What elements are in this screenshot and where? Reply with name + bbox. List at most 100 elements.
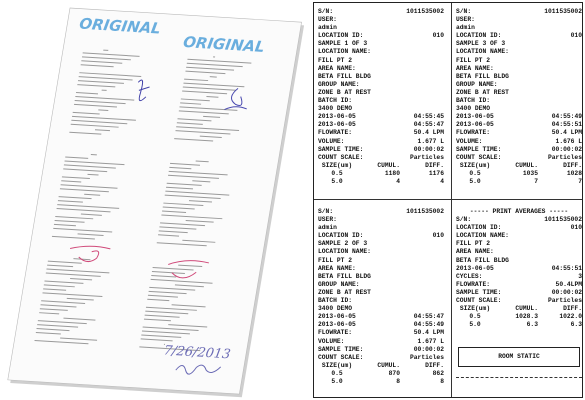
print-line [64,160,125,166]
ticket-text: 5.0 [331,377,343,385]
ticket-text: USER: [456,16,475,24]
print-line [180,98,210,102]
divider [451,3,452,397]
ticket-line: 2013-06-05 04:55:51 [456,265,582,273]
ticket-line: 3400 DEMO [456,105,582,113]
print-line [70,123,119,128]
ticket-text: SAMPLE 3 OF 3 [456,40,506,48]
print-line [161,214,223,220]
ticket-text: 8 [396,377,400,385]
ticket-text: 50.4 LPM [551,129,582,137]
print-line [58,196,92,200]
print-line [71,115,137,121]
ticket-text: 7 [534,177,538,185]
ticket-text: Particles [409,353,444,361]
ticket-line: COUNT SCALE: Particles [318,154,444,162]
ticket-text: FLOWRATE: [318,329,353,337]
ticket-text: 04:55:49 [413,321,444,329]
ticket-line: LOCATION NAME: [456,48,582,56]
ticket-line: 5.0 4 4 [318,178,444,186]
print-line [141,334,182,338]
print-line [162,206,195,210]
ticket-line: 3400 DEMO [318,105,444,113]
ticket-text: 8 [440,377,444,385]
divider [314,199,582,200]
print-line [165,186,194,190]
print-line [46,268,110,274]
ticket-line: USER: [456,16,582,24]
ticket-text: 50.4 LPM [413,329,444,337]
ticket-text: BATCH ID: [456,97,491,105]
ticket-text: BETA FILL BLDG [456,72,509,80]
ticket-text: 00:00:02 [551,288,582,296]
ticket-line: FILL PT 2 [318,257,444,265]
ticket-text: COUNT SCALE: [318,153,364,161]
ticket-text: SAMPLE TIME: [318,345,364,353]
ticket-text: BETA FILL BLDG [318,72,371,80]
ticket-line: SAMPLE 2 OF 3 [318,240,444,248]
print-line [161,210,187,213]
ticket-line: SAMPLE TIME: 00:00:02 [318,146,444,154]
ticket-text: SIZE(um) [459,161,491,169]
ticket-text: ZONE B AT REST [456,88,509,96]
ticket-line: AREA NAME: [456,65,582,73]
ticket-line: 2013-06-05 04:55:47 [318,121,444,129]
print-line [184,78,209,82]
print-line [80,213,102,216]
ticket-text: BETA FILL BLDG [456,256,509,264]
ticket-text: GROUP NAME: [456,80,498,88]
ticket-line: 0.5 1028.3 1022.0 [456,313,582,321]
ticket-text: 0.5 [469,313,481,321]
ticket-text: 1011535002 [406,208,444,215]
ticket-text: 1.677 L [417,337,444,345]
print-line [87,173,99,176]
ticket-text: 00:00:02 [413,345,444,353]
ticket-text: 862 [432,369,444,377]
paper-photo: ORIGINAL ORIGINAL 7/26/2013 [7,7,305,398]
print-line [169,162,201,166]
ticket-text: COUNT SCALE: [456,297,502,305]
ticket-text: 1028 [566,169,582,177]
ticket: S/N: 1011535002 USER: admin LOCATION ID: 010 S… [456,8,582,186]
ticket-text: 1011535002 [544,8,582,15]
ticket-text: DIFF. [425,361,444,369]
ticket-text: LOCATION NAME: [456,232,509,240]
print-line [39,312,60,315]
print-line [164,194,221,200]
ticket-line: COUNT SCALE: Particles [456,297,582,305]
ticket-text: admin [318,24,337,32]
print-line [55,215,94,220]
ticket-line: LOCATION NAME: [318,248,444,256]
ticket-text: BETA FILL BLDG [318,272,371,280]
ticket-line: COUNT SCALE: Particles [318,354,444,362]
ticket-text: 3 [578,272,582,280]
ticket-line: ----- PRINT AVERAGES ----- [456,208,582,216]
print-line [152,267,194,271]
print-line [175,130,231,135]
ticket-text: GROUP NAME: [318,80,360,88]
print-line [141,330,190,335]
ticket-text: LOCATION ID: [318,32,364,40]
print-line [47,260,82,264]
print-line [166,182,202,186]
ticket-text: AREA NAME: [318,64,356,72]
print-line [78,76,133,81]
ticket-line: FLOWRATE: 50.4 LPM [456,129,582,137]
print-line [178,110,229,115]
signature [175,364,222,375]
print-line [159,222,206,227]
ticket-text: 3400 DEMO [456,105,491,113]
ticket-text: 1028.3 [515,313,538,321]
ticket-line: AREA NAME: [318,65,444,73]
ticket-text: 010 [570,224,582,232]
ticket-text: DIFF. [425,161,444,169]
ticket-text: 2013-06-05 [456,113,494,121]
ticket-text: VOLUME: [456,137,483,145]
print-line [168,324,208,328]
print-line [192,180,211,183]
ticket-text: SIZE(um) [459,305,491,313]
ticket-text: USER: [318,216,337,224]
ticket-line: S/N: 1011535002 [456,8,582,16]
ticket-line: GROUP NAME: [456,81,582,89]
